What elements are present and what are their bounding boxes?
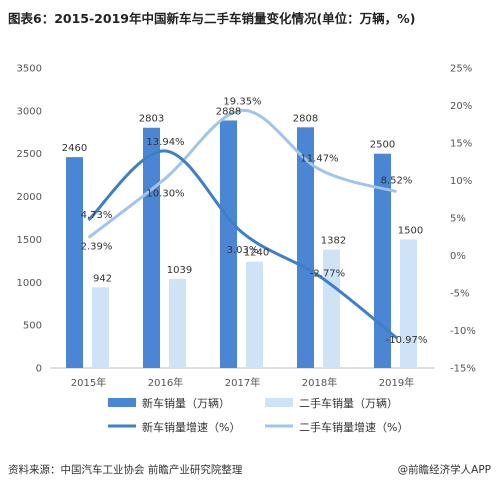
y-right-tick-label: 15% [450, 139, 472, 150]
bar-used-car [169, 278, 186, 368]
bar-label-new-car: 2500 [370, 140, 395, 151]
line-label-new-car-growth: 13.94% [146, 137, 184, 148]
legend: 新车销量（万辆） 二手车销量（万辆） 新车销量增速（%） 二手车销量增速（%） [108, 396, 408, 434]
legend-label-used-car: 二手车销量（万辆） [299, 396, 398, 410]
line-label-used-car-growth: 11.47% [300, 153, 338, 164]
bar-label-used-car: 1500 [398, 225, 423, 236]
line-new-car-growth [87, 149, 398, 339]
bar-used-car [400, 239, 417, 368]
line-label-used-car-growth: 8.52% [381, 176, 413, 187]
y-left-tick-label: 1000 [17, 278, 42, 289]
y-left-tick-label: 3500 [17, 64, 42, 75]
y-right-tick-label: -5% [450, 289, 469, 300]
bar-label-new-car: 2460 [62, 143, 87, 154]
y-right-tick-label: 20% [450, 101, 472, 112]
y-left-tick-label: 1500 [17, 235, 42, 246]
bar-new-car [297, 127, 314, 368]
bar-label-new-car: 2808 [293, 113, 318, 124]
legend-label-used-car-growth: 二手车销量增速（%） [299, 420, 408, 434]
line-label-new-car-growth: 4.73% [81, 210, 113, 221]
line-label-used-car-growth: 19.35% [223, 96, 261, 107]
y-right-tick-label: 5% [450, 214, 466, 225]
line-label-new-car-growth: -10.97% [386, 335, 428, 346]
x-tick-label: 2017年 [225, 376, 260, 389]
y-left-tick-label: 2500 [17, 149, 42, 160]
bars-layer [66, 120, 417, 368]
x-tick-label: 2015年 [71, 376, 106, 389]
bar-used-car [323, 249, 340, 368]
axes-layer: 0 500 1000 1500 2000 2500 3000 3500 -15% -10% -5% 0… [17, 64, 476, 390]
bar-used-car [246, 261, 263, 368]
y-right-tick-label: -15% [450, 364, 476, 375]
line-used-car-growth [87, 108, 397, 239]
legend-swatch-new-car [108, 398, 136, 407]
line-label-new-car-growth: 3.03% [227, 245, 259, 256]
x-tick-label: 2016年 [148, 376, 183, 389]
bar-label-used-car: 1240 [244, 248, 269, 259]
bar-new-car [66, 157, 83, 368]
y-left-tick-label: 3000 [17, 106, 42, 117]
bar-new-car [374, 153, 391, 368]
bar-new-car [220, 120, 237, 368]
bar-label-new-car: 2888 [216, 106, 241, 117]
x-tick-label: 2018年 [302, 376, 337, 389]
legend-label-new-car: 新车销量（万辆） [142, 396, 230, 410]
lines-layer [87, 108, 398, 339]
bar-new-car [143, 127, 160, 368]
bar-used-car [92, 287, 109, 368]
y-left-tick-label: 0 [36, 364, 42, 375]
line-label-used-car-growth: 10.30% [146, 188, 184, 199]
source-note: 资料来源：中国汽车工业协会 前瞻产业研究院整理 [8, 464, 243, 476]
bar-label-used-car: 1382 [321, 236, 346, 247]
chart-title: 图表6：2015-2019年中国新车与二手车销量变化情况(单位：万辆，%) [8, 11, 416, 26]
brand-attribution: @前瞻经济学人APP [397, 464, 491, 476]
line-label-new-car-growth: -2.77% [310, 268, 345, 279]
legend-swatch-used-car [265, 398, 293, 407]
y-right-tick-label: 10% [450, 176, 472, 187]
bar-label-used-car: 1039 [167, 265, 192, 276]
bar-label-new-car: 2803 [139, 114, 164, 125]
legend-label-new-car-growth: 新车销量增速（%） [142, 420, 240, 434]
line-label-used-car-growth: 2.39% [81, 242, 113, 253]
y-right-tick-label: -10% [450, 326, 476, 337]
x-tick-label: 2019年 [379, 376, 414, 389]
y-right-tick-label: 25% [450, 64, 472, 75]
bar-label-used-car: 942 [93, 273, 112, 284]
y-left-tick-label: 500 [23, 321, 42, 332]
y-left-tick-label: 2000 [17, 192, 42, 203]
data-labels-layer: 2460 2803 2888 2808 2500 942 1039 1240 1382 1500 4… [62, 96, 428, 345]
y-right-tick-label: 0% [450, 251, 466, 262]
